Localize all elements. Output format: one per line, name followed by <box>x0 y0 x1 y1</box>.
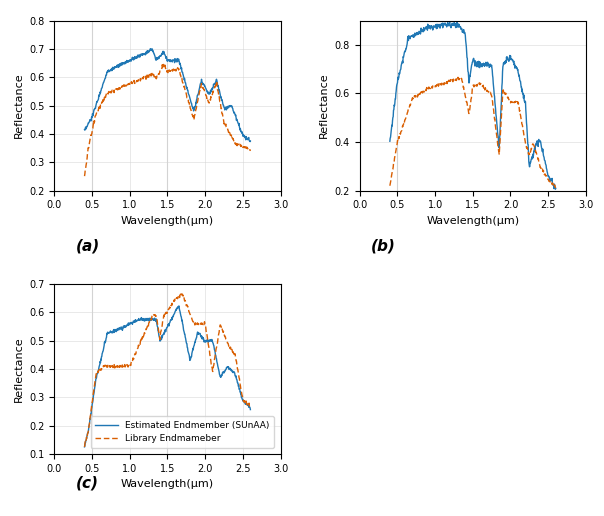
Library Endmameber <box>243 400 250 407</box>
Library Endmameber <box>171 297 178 303</box>
Y-axis label: Reflectance: Reflectance <box>14 73 24 138</box>
Line: Library Endmameber: Library Endmameber <box>85 294 251 447</box>
Library Endmameber <box>180 295 187 301</box>
Estimated Endmember (SUnAA) <box>247 407 254 413</box>
Text: (c): (c) <box>76 476 99 491</box>
Y-axis label: Reflectance: Reflectance <box>319 73 329 138</box>
Estimated Endmember (SUnAA) <box>243 401 250 407</box>
Y-axis label: Reflectance: Reflectance <box>14 336 24 402</box>
X-axis label: Wavelength(μm): Wavelength(μm) <box>121 479 214 489</box>
Library Endmameber <box>178 291 185 297</box>
X-axis label: Wavelength(μm): Wavelength(μm) <box>121 216 214 226</box>
Library Endmameber <box>81 444 88 450</box>
Estimated Endmember (SUnAA) <box>161 331 168 337</box>
Text: (a): (a) <box>76 238 100 253</box>
Estimated Endmember (SUnAA) <box>175 303 182 309</box>
Legend: Estimated Endmember (SUnAA), Library Endmameber: Estimated Endmember (SUnAA), Library End… <box>91 416 274 448</box>
Estimated Endmember (SUnAA) <box>159 331 167 337</box>
Text: (b): (b) <box>371 238 396 253</box>
Library Endmameber <box>161 311 168 317</box>
Library Endmameber <box>217 323 225 329</box>
Library Endmameber <box>247 403 254 409</box>
Line: Estimated Endmember (SUnAA): Estimated Endmember (SUnAA) <box>85 306 251 447</box>
Estimated Endmember (SUnAA) <box>217 374 225 380</box>
Library Endmameber <box>159 316 167 322</box>
X-axis label: Wavelength(μm): Wavelength(μm) <box>426 216 519 226</box>
Estimated Endmember (SUnAA) <box>81 444 88 450</box>
Estimated Endmember (SUnAA) <box>171 311 178 317</box>
Estimated Endmember (SUnAA) <box>180 327 187 333</box>
